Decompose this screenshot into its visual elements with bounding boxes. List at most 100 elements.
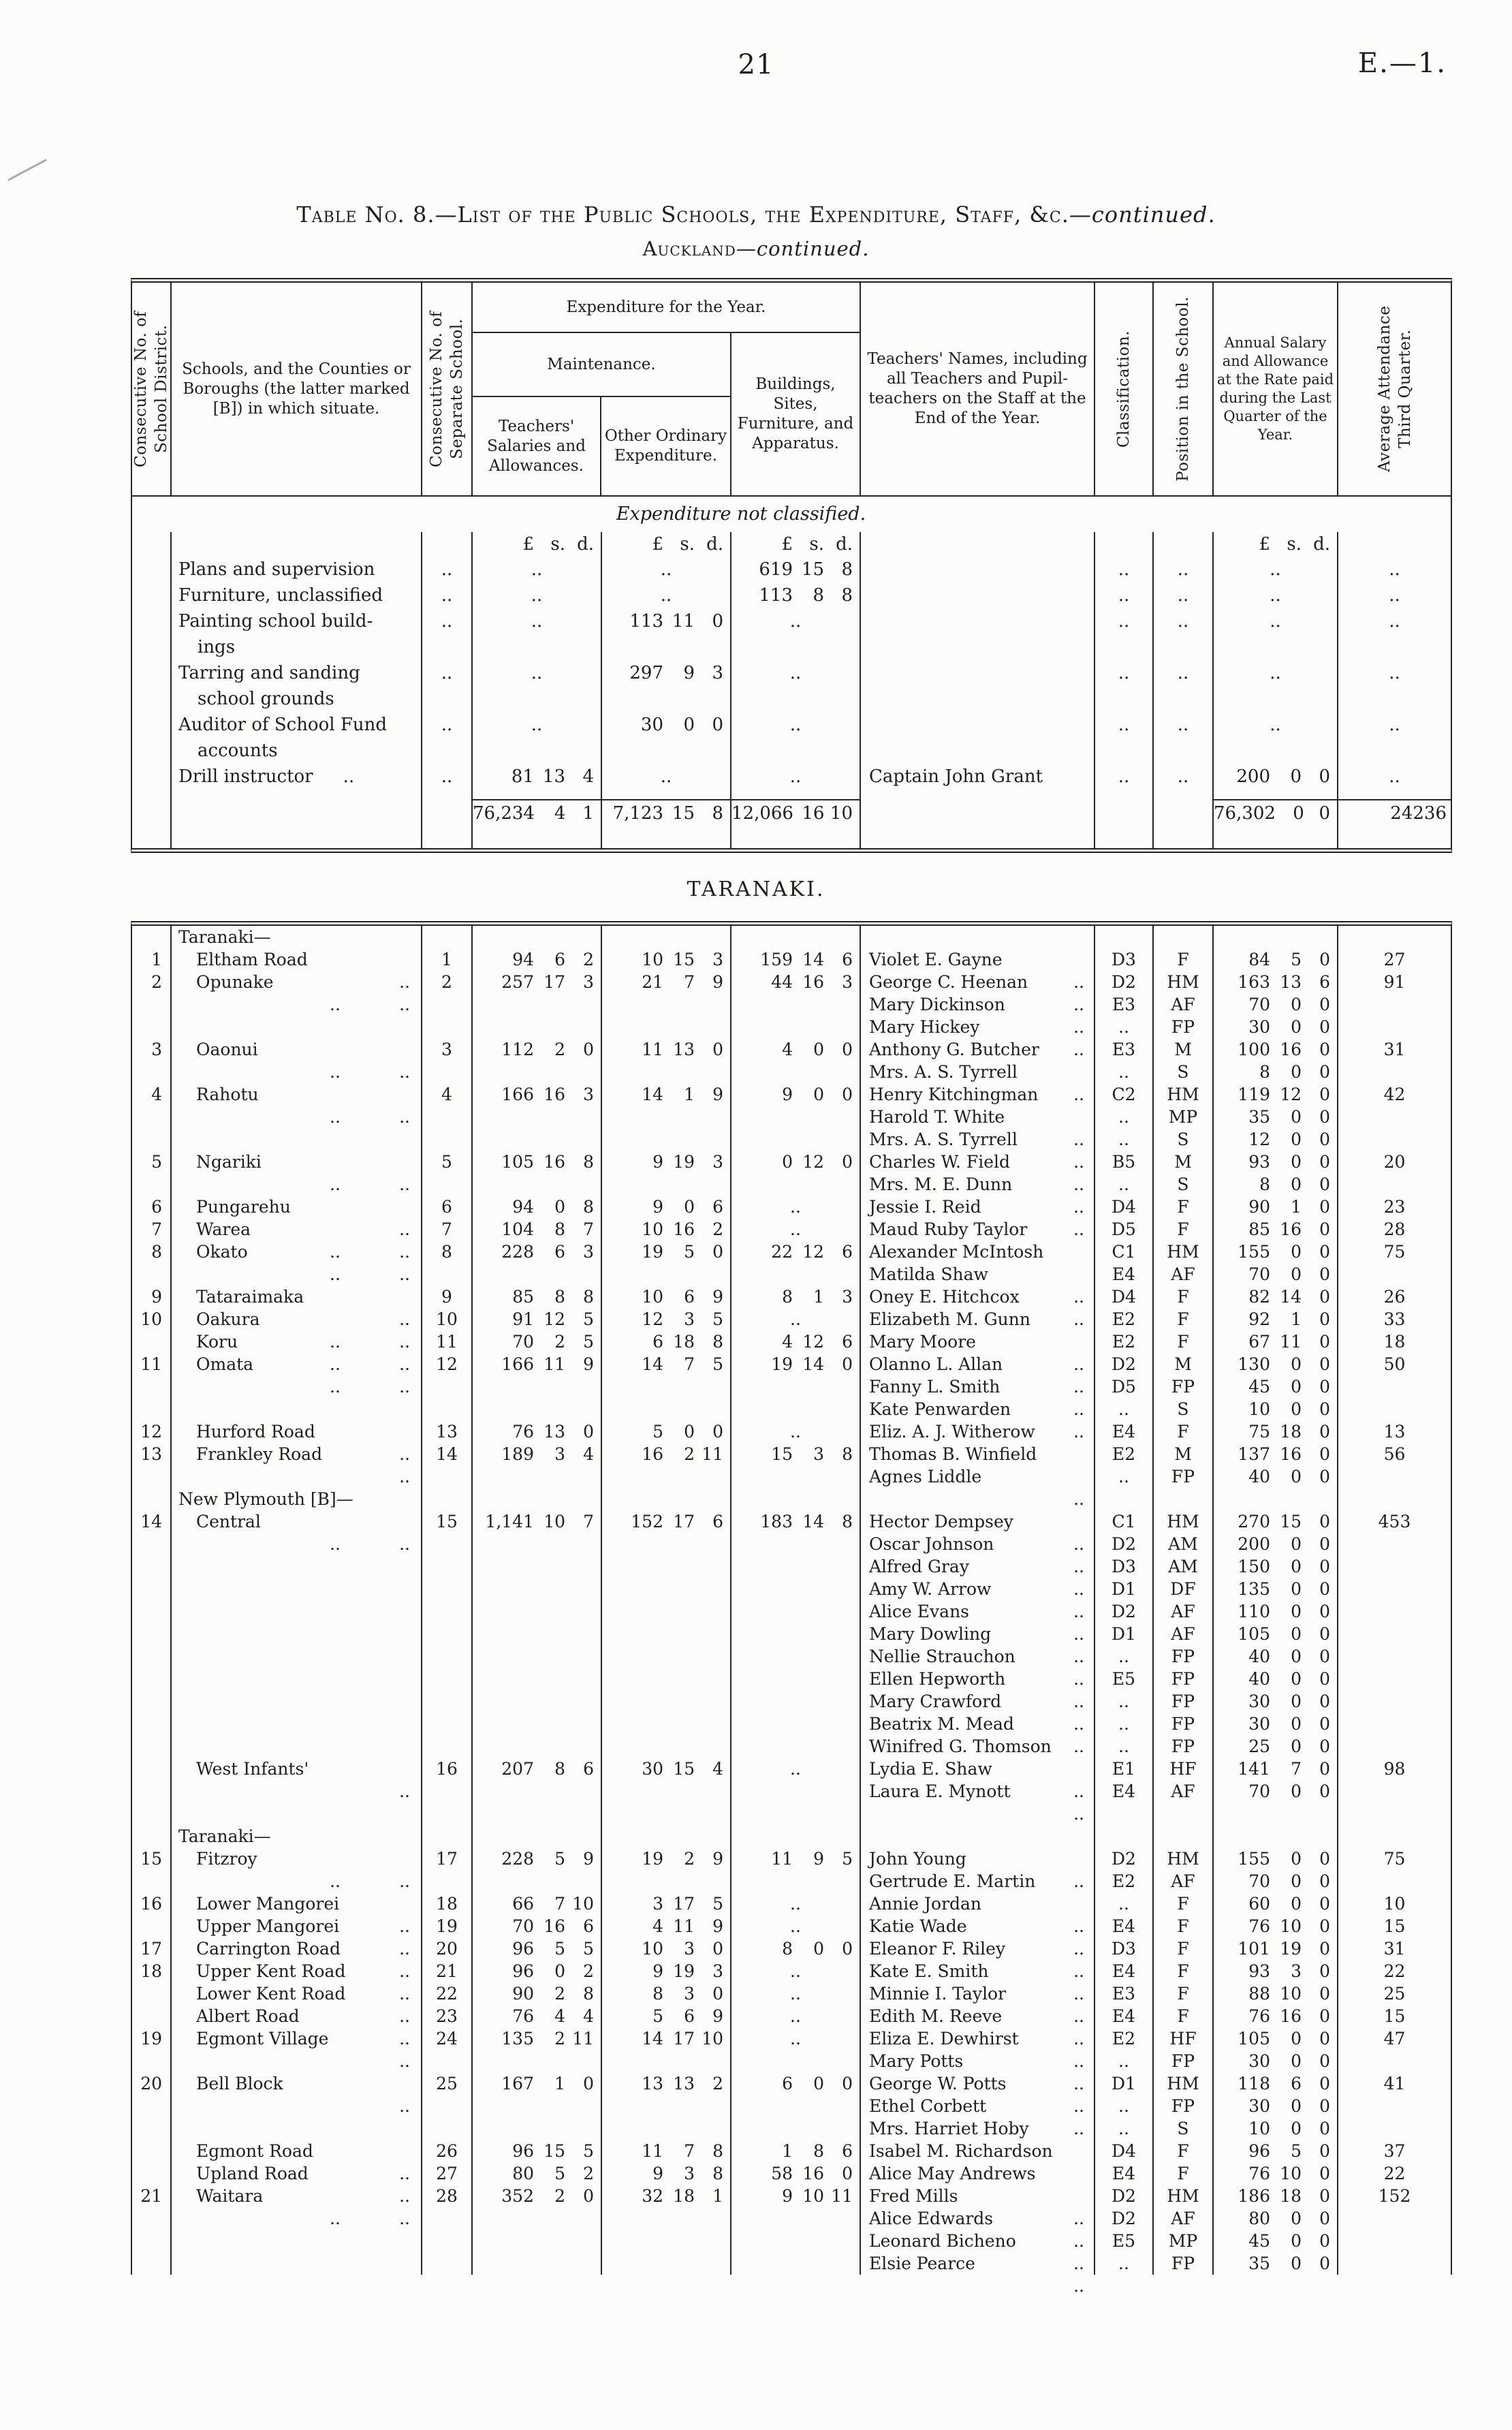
position-cell <box>1154 1488 1214 1510</box>
classification-cell: D3 <box>1095 948 1154 971</box>
attendance-cell <box>1338 1488 1451 1510</box>
position-cell: AF <box>1154 1623 1214 1645</box>
salaries-cell <box>473 1263 602 1286</box>
region-name: Auckland— <box>642 237 757 260</box>
pounds: 112 <box>501 1040 534 1059</box>
other-expenditure-cell: 297 9 3 <box>602 660 731 686</box>
school-name-cell: Rahotu.... <box>172 1083 422 1127</box>
money-value: 9 19 3 <box>602 1960 730 1982</box>
school-name: Eltham Road <box>196 950 308 969</box>
district-no-cell: 19 <box>132 2027 172 2050</box>
school-no-cell: .. <box>422 557 473 582</box>
salaries-cell: 167 1 0 <box>473 2072 602 2095</box>
school-name: Omata <box>196 1354 254 1374</box>
classification-cell: D3 <box>1095 1555 1154 1578</box>
pounds: 105 <box>1238 2029 1270 2049</box>
shillings: 13 <box>673 2074 695 2093</box>
dot-leader: .. <box>330 1534 341 1554</box>
pence: 4 <box>583 2006 594 2026</box>
teacher-name-cell: Jessie I. Reid.. <box>861 1196 1095 1239</box>
buildings-cell <box>731 1398 861 1420</box>
teacher-name: Gertrude E. Martin <box>869 1871 1036 1891</box>
position-cell: AF <box>1154 2207 1214 2230</box>
shillings: 0 <box>1290 766 1302 787</box>
shillings: 15 <box>673 1759 695 1779</box>
pounds: 10 <box>1248 1399 1270 1419</box>
classification-cell <box>1095 686 1154 712</box>
pence: 0 <box>1319 1399 1330 1419</box>
annual-salary-cell: 93 0 0 <box>1214 1151 1338 1173</box>
dot-leader: .. <box>330 1871 341 1891</box>
teacher-name-cell: Mrs. A. S. Tyrrell.. <box>861 1061 1095 1104</box>
pounds: 91 <box>512 1309 534 1329</box>
money-value: 1,141 10 7 <box>473 1510 601 1533</box>
dot-leader: .. <box>1073 2051 1084 2071</box>
money-value: 4 11 9 <box>602 1915 730 1937</box>
spacer-cell <box>132 790 172 799</box>
shillings: 3 <box>684 1984 695 2004</box>
shillings: 7 <box>684 2141 695 2161</box>
school-name: West Infants' <box>196 1759 309 1779</box>
district-no-cell <box>132 1690 172 1713</box>
school-name-cell: Upper Kent Road.. <box>172 1960 422 2004</box>
pounds: 4 <box>652 1916 663 1936</box>
shillings: 2 <box>554 1332 565 1352</box>
shillings: s. <box>809 534 824 555</box>
school-no-cell <box>422 1061 473 1083</box>
district-cell <box>132 532 172 557</box>
teacher-name-cell: George W. Potts.. <box>861 2072 1095 2116</box>
teacher-name-cell: Amy W. Arrow.. <box>861 1578 1095 1621</box>
spacer-cell <box>172 790 422 799</box>
salaries-cell: 104 8 7 <box>473 1218 602 1241</box>
buildings-cell <box>731 2230 861 2252</box>
teacher-name-cell: Annie Jordan.. <box>861 1892 1095 1936</box>
school-name-cell: Central.... <box>172 1510 422 1554</box>
classification-cell: .. <box>1095 1465 1154 1488</box>
pounds: 21 <box>642 972 663 992</box>
school-name-cell: Upland Road.. <box>172 2162 422 2206</box>
pounds: 14 <box>642 1085 663 1104</box>
money-value: 352 2 0 <box>473 2185 601 2207</box>
pounds: £ <box>652 534 663 555</box>
money-value: 105 0 0 <box>1214 1623 1337 1645</box>
salaries-cell: 207 8 6 <box>473 1758 602 1780</box>
pence: 0 <box>1319 995 1330 1014</box>
district-no-cell <box>132 1645 172 1668</box>
teacher-row: Winifred G. Thomson.. FP 25 0 0 <box>132 1735 1451 1758</box>
shillings: 7 <box>684 1354 695 1374</box>
annual-salary-cell: 70 0 0 <box>1214 1263 1338 1286</box>
school-no-cell <box>422 1668 473 1690</box>
teacher-name-cell: Alexander McIntosh <box>861 1241 1095 1263</box>
money-value: 60 0 0 <box>1214 1892 1337 1915</box>
school-name-cell <box>172 1645 422 1668</box>
dot-leader: .. <box>399 2209 410 2228</box>
pounds: 30 <box>1248 1714 1270 1734</box>
classification-cell: D4 <box>1095 1196 1154 1218</box>
annual-salary-cell <box>1214 926 1338 948</box>
pounds: 88 <box>1248 1984 1270 2004</box>
salaries-cell: 66 7 10 <box>473 1892 602 1915</box>
money-value: 76 13 0 <box>473 1420 601 1443</box>
school-name-cell: Pungarehu.. <box>172 1196 422 1239</box>
dot-leader: .. <box>399 995 410 1014</box>
dot-leader: .. <box>1073 2119 1084 2138</box>
shillings: 14 <box>802 1354 824 1374</box>
spacer-cell <box>1095 790 1154 799</box>
annual-salary-cell: 88 10 0 <box>1214 1982 1338 2005</box>
buildings-cell <box>731 1578 861 1600</box>
attendance-cell: 75 <box>1383 1849 1406 1869</box>
buildings-cell: 22 12 6 <box>731 1241 861 1263</box>
group-label: New Plymouth [B]— <box>178 1489 353 1509</box>
pounds: 200 <box>1238 1534 1270 1554</box>
pounds: 14 <box>642 2029 663 2049</box>
pence: 9 <box>583 1849 594 1869</box>
school-cell <box>172 532 422 557</box>
money-value: 35 0 0 <box>1214 2252 1337 2275</box>
annual-salary-cell: 70 0 0 <box>1214 1780 1338 1803</box>
pence: 8 <box>841 585 853 606</box>
scan-artifact <box>7 159 47 181</box>
dot-leader: .. <box>399 1984 410 2004</box>
